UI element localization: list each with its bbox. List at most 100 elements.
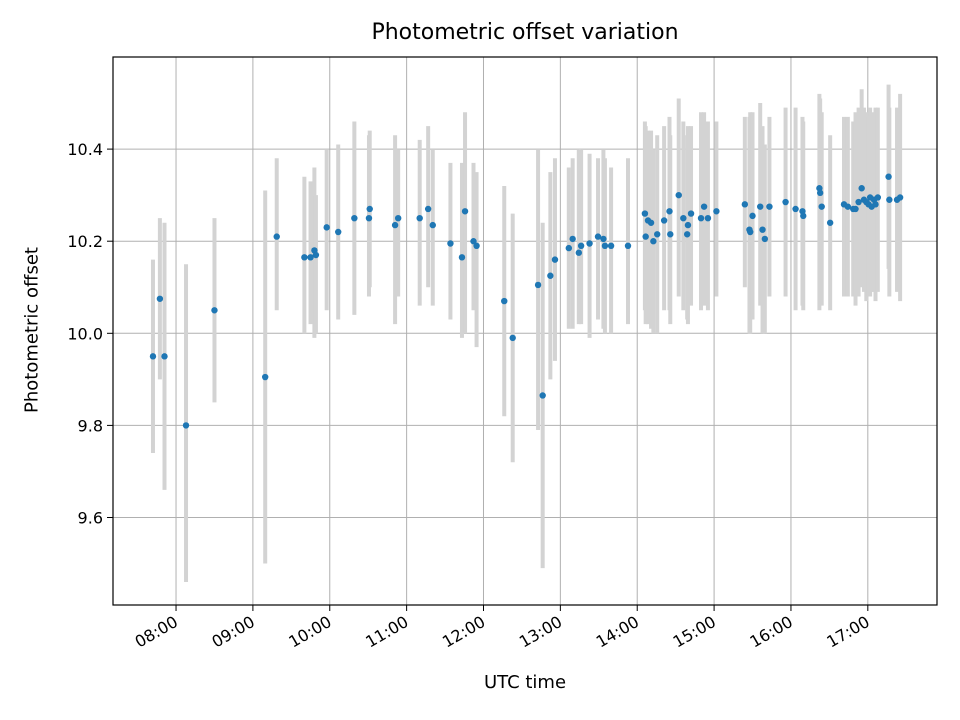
plot-frame (112, 56, 938, 606)
data-point (394, 214, 402, 222)
x-tick-label: 15:00 (670, 612, 719, 652)
data-point (509, 334, 516, 342)
data-point (666, 208, 673, 215)
data-point (684, 221, 692, 229)
grid-lines (113, 57, 937, 605)
data-point (800, 212, 807, 220)
data-point (687, 210, 695, 217)
data-point (391, 221, 399, 229)
chart-title: Photometric offset variation (371, 20, 679, 45)
data-point (713, 208, 720, 215)
data-point (366, 205, 373, 213)
data-point (683, 231, 691, 238)
y-tick-label: 9.6 (78, 509, 103, 528)
x-tick-label: 09:00 (208, 612, 257, 652)
data-point (855, 198, 862, 206)
data-point (650, 238, 657, 245)
data-point (569, 235, 576, 243)
data-point (852, 205, 859, 213)
data-point (534, 281, 542, 289)
data-point (335, 228, 342, 236)
y-axis-label: Photometric offset (21, 247, 43, 413)
data-point (749, 212, 756, 220)
data-point (551, 256, 559, 263)
x-tick-label: 17:00 (823, 612, 872, 652)
data-point (416, 214, 423, 222)
data-point (826, 219, 834, 226)
data-points (149, 173, 904, 429)
data-point (424, 205, 432, 213)
data-point (844, 203, 852, 210)
data-point (161, 353, 168, 360)
data-point (365, 214, 373, 222)
y-tick-label: 9.8 (78, 416, 103, 435)
data-point (601, 242, 609, 250)
data-point (885, 173, 892, 180)
x-tick-label: 12:00 (439, 612, 488, 652)
data-point (156, 295, 164, 302)
data-point (675, 191, 682, 199)
data-point (211, 307, 218, 314)
data-point (641, 210, 649, 217)
data-point (351, 214, 358, 222)
data-point (458, 254, 466, 261)
y-tick-label: 10.0 (67, 324, 103, 343)
data-point (586, 240, 593, 247)
x-tick-label: 08:00 (132, 612, 181, 652)
data-point (600, 235, 607, 243)
data-point (757, 203, 764, 210)
data-point (759, 226, 766, 233)
x-axis-label: UTC time (483, 672, 567, 693)
y-tick-label: 10.2 (67, 232, 103, 251)
data-point (149, 353, 157, 360)
data-point (323, 224, 330, 231)
data-point (667, 231, 674, 238)
data-point (874, 194, 882, 201)
data-point (704, 214, 712, 222)
data-point (565, 244, 573, 252)
data-point (461, 208, 469, 215)
data-point (301, 254, 308, 261)
data-point (312, 251, 320, 259)
data-point (470, 238, 477, 245)
data-point (792, 205, 799, 213)
x-tick-label: 10:00 (285, 612, 334, 652)
data-point (307, 254, 314, 261)
data-point (647, 219, 655, 226)
data-point (642, 233, 649, 240)
x-tick-label: 16:00 (747, 612, 796, 652)
data-point (575, 249, 583, 256)
x-tick-label: 13:00 (516, 612, 565, 652)
data-point (747, 228, 754, 236)
data-point (273, 233, 280, 240)
data-point (896, 194, 904, 201)
data-point (697, 214, 705, 222)
data-point (447, 240, 454, 247)
data-point (761, 235, 769, 243)
data-point (886, 196, 893, 203)
data-point (261, 373, 269, 381)
data-point (182, 422, 190, 429)
data-point (429, 221, 436, 229)
data-point (741, 201, 749, 208)
data-point (577, 242, 585, 250)
data-point (766, 203, 773, 210)
y-tick-label: 10.4 (67, 140, 103, 159)
data-point (547, 272, 554, 279)
data-point (818, 203, 825, 210)
data-point (872, 201, 879, 208)
data-point (501, 297, 508, 305)
data-point (660, 217, 668, 224)
x-tick-label: 11:00 (362, 612, 411, 652)
data-point (473, 242, 480, 250)
data-point (594, 233, 602, 240)
data-point (539, 392, 546, 399)
data-point (816, 189, 824, 197)
x-tick-label: 14:00 (593, 612, 642, 652)
data-point (607, 242, 615, 250)
data-point (858, 185, 865, 192)
data-point (782, 198, 789, 206)
data-point (624, 242, 632, 250)
data-point (680, 214, 687, 222)
